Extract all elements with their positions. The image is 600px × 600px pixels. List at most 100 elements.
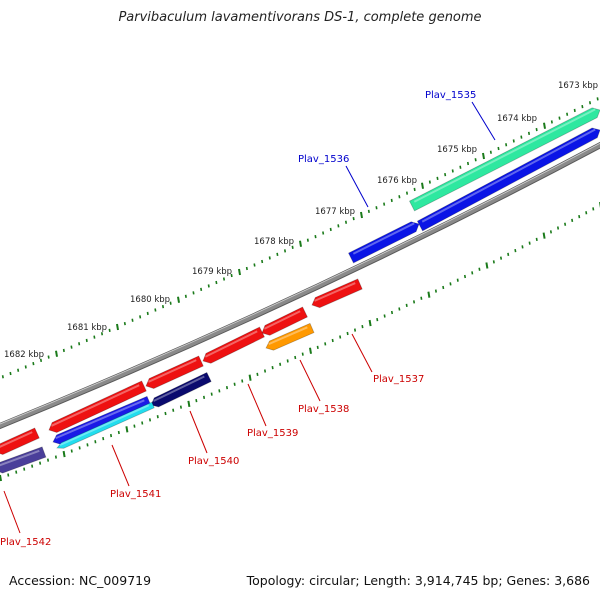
outer-scale-tick xyxy=(17,368,20,372)
leader-line xyxy=(345,165,369,208)
inner-scale-tick xyxy=(46,458,50,462)
outer-scale-tick xyxy=(383,202,386,206)
inner-scale-tick xyxy=(542,232,546,239)
inner-scale-tick xyxy=(301,352,304,356)
gene-plav-1541-blue xyxy=(52,395,152,445)
accession-text: Accession: NC_009719 xyxy=(9,573,152,588)
gene-plav-1536b xyxy=(348,221,420,264)
outer-scale-tick xyxy=(108,328,111,333)
outer-scale-tick xyxy=(70,345,73,349)
outer-scale-tick xyxy=(322,231,325,235)
gene-label: Plav_1537 xyxy=(373,374,424,385)
outer-scale-tick xyxy=(55,350,58,357)
gene-plav-1537 xyxy=(311,278,363,309)
inner-scale-tick xyxy=(361,324,364,329)
inner-scale-tick xyxy=(434,289,437,293)
inner-scale-tick xyxy=(172,408,175,412)
outer-scale-tick xyxy=(444,173,447,177)
inner-scale-tick xyxy=(514,249,517,253)
backbone-highlight xyxy=(0,142,600,425)
inner-scale-tick xyxy=(117,430,120,435)
inner-scale-tick xyxy=(141,421,144,425)
inner-scale-tick xyxy=(390,310,394,315)
outer-scale-tick xyxy=(581,104,584,109)
outer-scale-tick xyxy=(222,277,226,281)
inner-scale-tick xyxy=(485,262,489,269)
outer-scale-tick xyxy=(139,315,142,319)
outer-scale-tick xyxy=(329,227,332,232)
outer-scale-tick xyxy=(215,280,218,285)
outer-scale-tick xyxy=(93,335,96,339)
inner-scale-tick xyxy=(507,252,510,257)
gene-label: Plav_1542 xyxy=(0,537,51,548)
outer-scale-tick xyxy=(482,152,485,160)
outer-scale-tick xyxy=(1,375,4,379)
kbp-label: 1678 kbp xyxy=(254,237,294,247)
outer-scale-tick xyxy=(512,139,515,143)
inner-scale-tick xyxy=(233,382,236,386)
inner-scale-tick xyxy=(248,374,252,381)
inner-scale-tick xyxy=(405,303,408,308)
inner-scale-tick xyxy=(578,214,581,219)
gene-label: Plav_1541 xyxy=(110,489,161,500)
outer-scale-tick xyxy=(291,245,294,249)
leader-line xyxy=(111,444,130,487)
leader-line xyxy=(299,359,321,402)
inner-scale-tick xyxy=(309,347,312,354)
outer-scale-tick xyxy=(253,263,256,267)
inner-scale-tick xyxy=(316,345,319,349)
gene-label: Plav_1540 xyxy=(188,456,239,467)
outer-scale-tick xyxy=(85,338,88,343)
outer-scale-tick xyxy=(459,165,462,169)
outer-scale-tick xyxy=(352,216,355,221)
kbp-label: 1679 kbp xyxy=(192,267,232,277)
outer-scale-tick xyxy=(375,206,378,210)
kbp-label: 1677 kbp xyxy=(315,207,355,217)
gene-plav-1535 xyxy=(408,107,600,212)
outer-scale-tick xyxy=(116,323,119,331)
outer-scale-tick xyxy=(520,135,523,139)
inner-scale-tick xyxy=(471,271,474,275)
outer-scale-tick xyxy=(405,191,409,195)
outer-scale-tick xyxy=(9,371,12,376)
outer-scale-tick xyxy=(398,195,401,199)
inner-scale-tick xyxy=(156,415,159,419)
gene-plav-1539a-highlight xyxy=(263,310,301,330)
leader-line xyxy=(471,101,496,141)
inner-scale-tick xyxy=(549,230,552,234)
inner-scale-tick xyxy=(241,379,244,383)
outer-scale-tick xyxy=(192,291,195,295)
gene-plav-1537-highlight xyxy=(314,282,356,302)
inner-scale-tick xyxy=(164,411,167,416)
kbp-label: 1673 kbp xyxy=(558,81,598,91)
inner-scale-tick xyxy=(54,455,57,459)
outer-scale-tick xyxy=(367,209,370,214)
outer-scale-tick xyxy=(558,116,561,120)
outer-scale-tick xyxy=(550,120,553,124)
page-title: Parvibaculum lavamentivorans DS-1, compl… xyxy=(118,10,482,25)
inner-scale-tick xyxy=(133,424,136,428)
inner-scale-tick xyxy=(528,241,531,245)
inner-scale-tick xyxy=(535,237,538,242)
outer-scale-tick xyxy=(505,143,508,147)
genome-summary-text: Topology: circular; Length: 3,914,745 bp… xyxy=(246,573,590,588)
inner-scale-tick xyxy=(331,338,334,343)
gene-plav-1538 xyxy=(265,322,315,351)
outer-scale-tick xyxy=(466,161,470,166)
outer-scale-tick xyxy=(161,304,165,309)
gene-plav-1539b xyxy=(202,326,265,364)
inner-scale-tick xyxy=(376,317,379,322)
backbone-arc xyxy=(0,143,600,429)
outer-scale-tick xyxy=(596,97,599,101)
outer-scale-tick xyxy=(314,234,317,239)
outer-scale-tick xyxy=(78,342,81,346)
gene-label: Plav_1536 xyxy=(298,154,349,165)
gene-plav-1536-highlight xyxy=(421,128,596,223)
kbp-label: 1675 kbp xyxy=(437,145,477,155)
inner-scale-tick xyxy=(23,467,26,471)
kbp-label: 1681 kbp xyxy=(67,323,107,333)
inner-scale-tick xyxy=(86,443,89,447)
outer-scale-tick xyxy=(169,301,172,305)
outer-scale-tick xyxy=(177,296,180,303)
